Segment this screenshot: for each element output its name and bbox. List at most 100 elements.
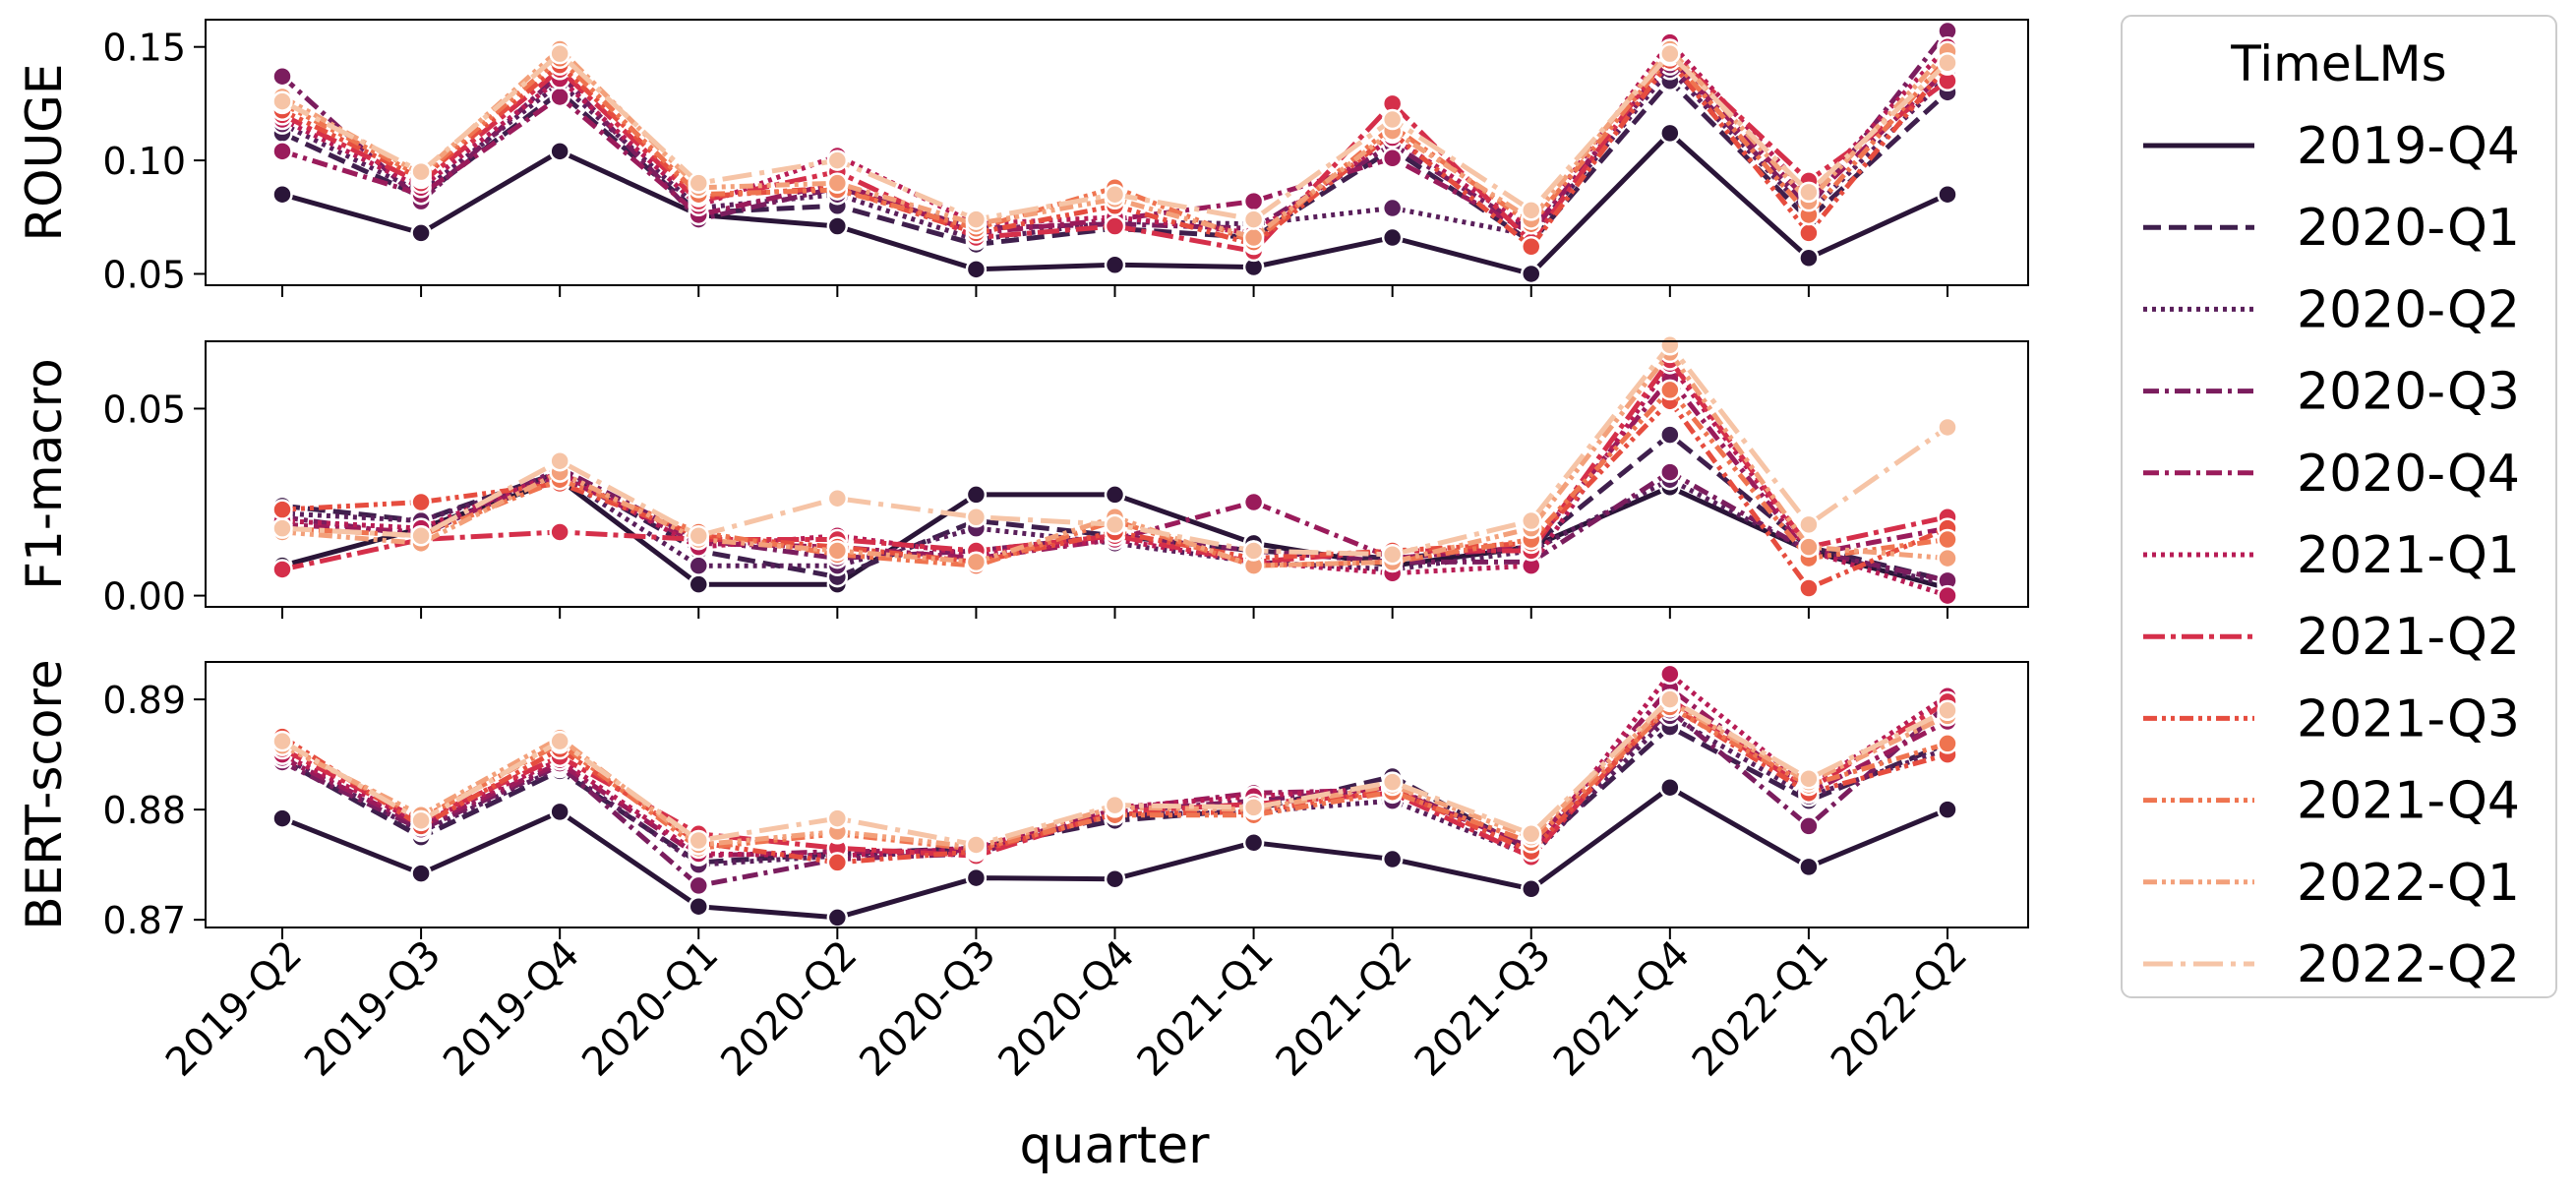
data-point [410,160,432,183]
data-point [1798,222,1820,244]
data-point [1104,513,1126,536]
data-point [1798,181,1820,204]
panel-1: 0.05 0.10 0.15 ROUGE [16,19,2029,297]
x-axis-label: quarter [1020,1116,1211,1175]
data-point [1937,547,1958,569]
data-point [965,506,988,528]
data-point [965,484,988,506]
data-point [271,65,293,88]
data-point [1104,183,1126,206]
data-point [1242,209,1265,230]
data-point [1937,183,1958,206]
legend-label-2022-Q1: 2022-Q1 [2297,854,2520,913]
x-tick-label: 2021-Q2 [1268,932,1421,1086]
legend: TimeLMs 2019-Q4 2020-Q1 2020-Q2 2020-Q3 2020-… [2121,15,2557,998]
data-point [1798,856,1820,878]
data-point [965,259,988,280]
data-point [965,209,988,230]
legend-label-2021-Q3: 2021-Q3 [2297,689,2520,748]
x-tick-label: 2020-Q4 [990,932,1144,1086]
data-point [1381,771,1404,793]
data-point [1659,461,1681,483]
data-point [1937,416,1958,439]
data-point [826,540,849,562]
data-point [1104,794,1126,816]
data-point [826,807,849,829]
data-point [1521,236,1542,258]
data-point [688,172,709,194]
data-point [1937,699,1958,722]
x-tick-label: 2019-Q3 [296,932,449,1086]
data-point [1659,424,1681,446]
data-point [826,215,849,237]
data-point [688,895,709,918]
data-point [1521,509,1542,532]
data-point [688,573,709,595]
data-point [1659,122,1681,145]
data-point [688,524,709,547]
legend-label-2019-Q4: 2019-Q4 [2297,117,2520,176]
data-point [1104,254,1126,275]
data-point [549,86,570,108]
x-axis: 2019-Q22019-Q32019-Q42020-Q12020-Q22020-… [157,932,1976,1086]
data-point [826,852,849,873]
data-point [1381,148,1404,169]
data-point [826,172,849,194]
x-tick-label: 2021-Q4 [1545,932,1699,1086]
data-point [1937,528,1958,551]
legend-label-2021-Q2: 2021-Q2 [2297,608,2520,667]
data-point [1521,263,1542,285]
data-point [1798,768,1820,790]
data-point [1937,52,1958,74]
data-point [1659,379,1681,401]
data-point [549,42,570,65]
data-point [1521,823,1542,845]
data-point [965,867,988,889]
legend-label-2020-Q3: 2020-Q3 [2297,363,2520,422]
data-point [1104,867,1126,890]
data-point [965,551,988,573]
x-tick-label: 2020-Q3 [851,932,1004,1086]
data-point [688,829,709,852]
x-tick-label: 2019-Q2 [157,932,311,1086]
data-point [410,809,432,832]
x-tick-label: 2020-Q1 [573,932,727,1086]
data-point [549,141,570,162]
data-point [271,183,293,206]
data-point [1242,831,1265,854]
x-tick-label: 2022-Q1 [1684,932,1837,1086]
data-point [1659,663,1681,686]
x-tick-label: 2022-Q2 [1823,932,1976,1086]
data-point [410,863,432,884]
data-point [1381,226,1404,249]
data-point [549,801,570,823]
data-point [1937,799,1958,820]
data-point [1104,484,1126,506]
panel-frame [205,340,2029,608]
data-point [1104,215,1126,237]
panel-frame [205,661,2029,928]
chart-panels: 0.050.100.15ROUGE0.000.05F1-macro0.870.8… [16,19,2029,942]
data-point [1381,848,1404,870]
data-point [1937,584,1958,607]
data-point [1242,226,1265,249]
data-point [1381,108,1404,131]
data-point [1659,334,1681,356]
y-axis-label: F1-macro [16,358,73,590]
series-line-2020-Q2 [280,713,1948,867]
data-point [965,834,988,856]
data-point [271,141,293,162]
legend-label-2022-Q2: 2022-Q2 [2297,935,2520,994]
x-tick-label: 2021-Q3 [1407,932,1560,1086]
data-point [1798,513,1820,536]
y-tick-label: 0.00 [102,575,186,619]
data-point [826,487,849,509]
legend-frame [2121,15,2557,998]
data-point [1659,688,1681,710]
data-point [549,521,570,543]
data-point [1242,797,1265,818]
data-point [1798,247,1820,269]
panel-3: 0.87 0.88 0.89 BERT-score [16,659,2029,942]
panel-2: 0.00 0.05 F1-macro [16,334,2029,619]
y-tick-label: 0.05 [102,253,186,296]
